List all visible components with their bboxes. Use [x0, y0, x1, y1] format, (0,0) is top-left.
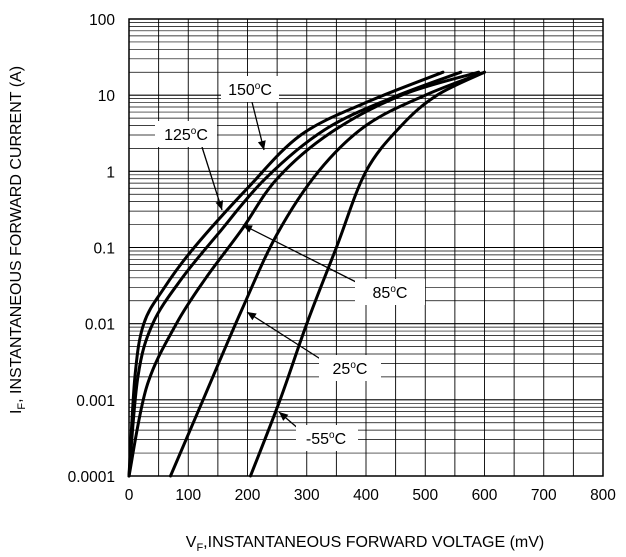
- y-tick-label: 0.01: [85, 317, 115, 334]
- plot-frame: [128, 18, 604, 477]
- label-arrowhead: [279, 412, 289, 421]
- label-arrowhead: [215, 200, 224, 210]
- curve-label-box: [221, 76, 279, 102]
- curve-5: [249, 70, 486, 478]
- curve-labels: 150oC 125oC 85oC 25oC -55oC: [155, 76, 425, 451]
- x-tick-label: 200: [235, 487, 261, 504]
- y-tick-label: 100: [89, 12, 115, 29]
- curve-label: 25oC: [333, 360, 368, 378]
- y-tick-labels: 0.0001 0.001 0.01 0.1 1 10 100: [68, 12, 116, 486]
- x-tick-label: 0: [125, 487, 134, 504]
- y-tick-label: 1: [106, 164, 115, 181]
- label-arrowhead: [243, 225, 253, 233]
- curve-3: [127, 70, 481, 478]
- x-tick-label: 700: [531, 487, 557, 504]
- x-axis-title: VF,INSTANTANEOUS FORWARD VOLTAGE (mV): [186, 534, 544, 554]
- y-tick-label: 0.0001: [68, 469, 115, 486]
- x-tick-label: 400: [353, 487, 379, 504]
- y-tick-label: 0.1: [93, 241, 115, 258]
- curve-label: -55oC: [306, 430, 346, 448]
- curve-label-box: [296, 425, 358, 451]
- label-leader-line: [201, 146, 223, 211]
- curve-label: 125oC: [164, 126, 208, 144]
- label-leader-line: [242, 224, 361, 285]
- curve-label-box: [319, 355, 381, 381]
- curves: [127, 70, 486, 478]
- x-tick-label: 800: [590, 487, 616, 504]
- curve-4: [169, 70, 486, 478]
- y-tick-label: 0.001: [76, 393, 115, 410]
- label-arrowhead: [257, 140, 266, 150]
- y-axis-title: IF, INSTANTANEOUS FORWARD CURRENT (A): [8, 66, 28, 414]
- label-arrowhead: [247, 312, 257, 321]
- label-leader-line: [246, 311, 323, 361]
- curve-label: 150oC: [228, 81, 272, 99]
- x-tick-label: 600: [472, 487, 498, 504]
- curve-2: [127, 70, 463, 478]
- curve-1: [127, 70, 445, 478]
- x-tick-label: 500: [412, 487, 438, 504]
- x-tick-labels: 0 100 200 300 400 500 600 700 800: [125, 487, 617, 504]
- curve-label-box: [355, 279, 425, 305]
- curve-label: 85oC: [373, 284, 408, 302]
- x-tick-label: 300: [294, 487, 320, 504]
- curve-label-box: [155, 121, 217, 147]
- x-tick-label: 100: [175, 487, 201, 504]
- label-leaders: [201, 101, 361, 431]
- y-tick-label: 10: [98, 88, 116, 105]
